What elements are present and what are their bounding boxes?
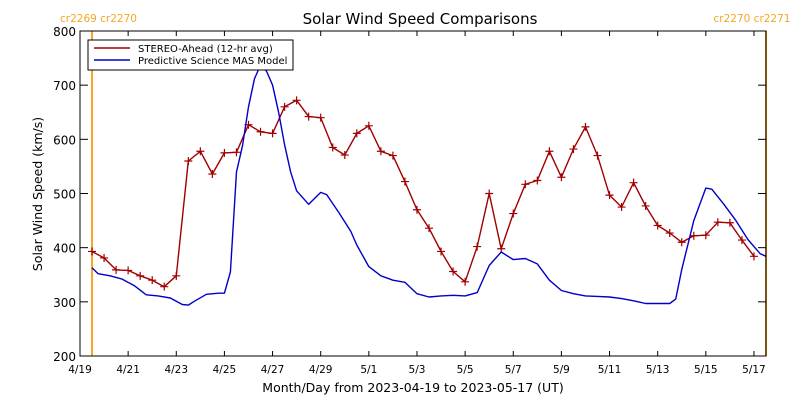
y-tick-label: 400 xyxy=(53,242,76,256)
data-point-plus xyxy=(593,151,602,160)
y-tick-label: 700 xyxy=(53,79,76,93)
x-tick-label: 4/19 xyxy=(68,364,92,376)
data-point-plus xyxy=(316,113,325,122)
data-point-plus xyxy=(412,205,421,214)
x-tick-label: 4/25 xyxy=(213,364,237,376)
x-tick-label: 4/29 xyxy=(309,364,333,376)
x-axis: 4/19 4/21 4/23 4/25 4/27 4/29 5/1 5/3 5/5 5/7 5/9 5… xyxy=(68,31,766,376)
x-tick-label: 5/1 xyxy=(360,364,377,376)
carrington-marker-label: cr2269 cr2270 xyxy=(60,13,137,25)
x-tick-label: 5/9 xyxy=(553,364,570,376)
data-point-plus xyxy=(196,147,205,156)
data-point-plus xyxy=(437,247,446,256)
data-point-plus xyxy=(689,231,698,240)
y-tick-label: 800 xyxy=(53,25,76,39)
data-point-plus xyxy=(509,209,518,218)
data-point-plus xyxy=(208,170,217,178)
data-point-plus xyxy=(425,224,434,233)
data-point-plus xyxy=(473,242,482,251)
legend: STEREO-Ahead (12-hr avg)Predictive Scien… xyxy=(87,39,294,71)
x-tick-label: 5/13 xyxy=(646,364,670,376)
x-tick-label: 5/5 xyxy=(457,364,474,376)
x-tick-label: 4/21 xyxy=(116,364,140,376)
data-point-plus xyxy=(352,129,361,138)
data-point-plus xyxy=(617,203,626,212)
y-tick-label: 500 xyxy=(53,188,76,202)
data-point-plus xyxy=(653,221,662,230)
x-tick-label: 5/7 xyxy=(505,364,522,376)
x-tick-label: 4/27 xyxy=(261,364,285,376)
data-point-plus xyxy=(268,129,277,138)
data-point-plus xyxy=(569,145,578,154)
x-tick-label: 5/15 xyxy=(694,364,718,376)
data-point-plus xyxy=(160,282,169,291)
data-point-plus xyxy=(388,151,397,160)
x-tick-label: 5/17 xyxy=(742,364,766,376)
y-axis: 200 300 400 500 600 700 800 xyxy=(53,25,766,364)
carrington-marker-label: cr2270 cr2271 xyxy=(714,13,791,25)
data-point-plus xyxy=(713,218,722,227)
data-point-plus xyxy=(340,151,349,160)
series-layer xyxy=(88,64,767,306)
data-point-plus xyxy=(184,157,193,165)
data-point-plus xyxy=(521,180,530,189)
data-point-plus xyxy=(400,177,409,186)
data-point-plus xyxy=(701,231,710,240)
x-tick-label: 5/11 xyxy=(598,364,622,376)
data-point-plus xyxy=(725,218,734,227)
data-point-plus xyxy=(220,148,229,157)
data-point-plus xyxy=(304,112,313,121)
data-point-plus xyxy=(485,189,494,198)
data-point-plus xyxy=(364,121,373,130)
chart-title: Solar Wind Speed Comparisons xyxy=(303,10,538,28)
data-point-plus xyxy=(124,266,133,275)
y-tick-label: 300 xyxy=(53,296,76,310)
data-point-plus xyxy=(533,176,542,185)
data-point-plus xyxy=(328,143,337,152)
data-point-plus xyxy=(232,148,241,157)
x-tick-label: 4/23 xyxy=(164,364,188,376)
series-line-stereo-ahead xyxy=(91,99,755,288)
data-point-plus xyxy=(280,102,289,111)
data-point-plus xyxy=(749,252,758,261)
legend-box xyxy=(87,39,294,71)
x-tick-label: 5/3 xyxy=(409,364,426,376)
legend-label: STEREO-Ahead (12-hr avg) xyxy=(138,44,273,55)
data-point-plus xyxy=(581,122,590,131)
y-tick-label: 200 xyxy=(53,350,76,364)
data-point-plus xyxy=(737,236,746,245)
data-point-plus xyxy=(172,271,181,280)
y-tick-label: 600 xyxy=(53,133,76,147)
data-point-plus xyxy=(461,277,470,286)
data-point-plus xyxy=(629,178,638,187)
y-axis-label: Solar Wind Speed (km/s) xyxy=(30,117,45,271)
series-line-mas-model xyxy=(91,64,767,306)
x-axis-label: Month/Day from 2023-04-19 to 2023-05-17 … xyxy=(262,380,563,395)
data-point-plus xyxy=(136,271,145,280)
data-point-plus xyxy=(100,253,109,262)
data-point-plus xyxy=(256,127,265,136)
data-point-plus xyxy=(677,238,686,247)
data-point-plus xyxy=(557,173,566,182)
data-point-plus xyxy=(545,147,554,156)
data-point-plus xyxy=(292,96,301,105)
data-point-plus xyxy=(148,276,157,285)
legend-label: Predictive Science MAS Model xyxy=(138,56,287,67)
data-point-plus xyxy=(605,191,614,200)
data-point-plus xyxy=(449,267,458,276)
data-point-plus xyxy=(641,201,650,210)
data-point-plus xyxy=(112,265,121,274)
plot-frame xyxy=(79,30,767,357)
data-point-plus xyxy=(665,229,674,238)
data-point-plus xyxy=(88,247,97,256)
data-point-plus xyxy=(376,147,385,156)
